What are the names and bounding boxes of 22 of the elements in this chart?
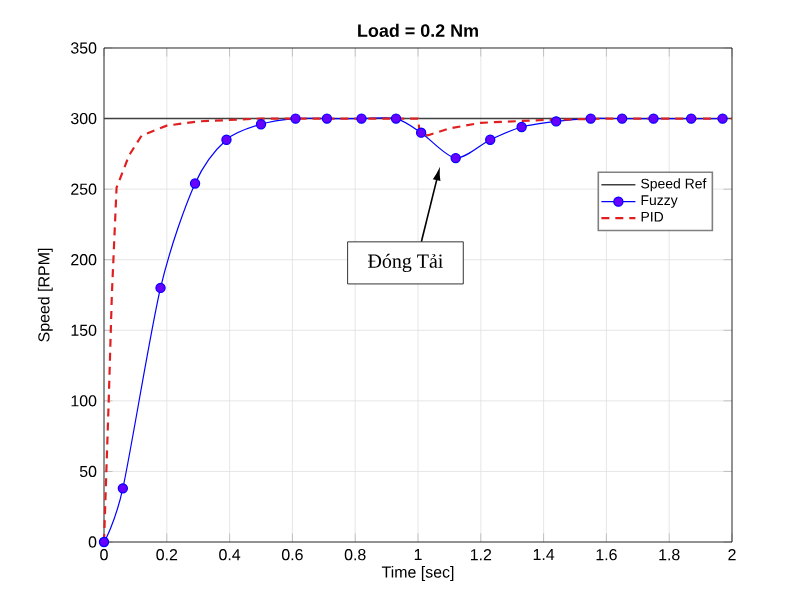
point (255, 119, 267, 130)
point (516, 121, 527, 133)
chart-title: Load = 0.2 Nm (358, 23, 478, 37)
point (390, 113, 402, 124)
point (98, 536, 110, 548)
point (321, 113, 333, 124)
point (155, 282, 166, 294)
point (717, 113, 728, 124)
point (485, 134, 496, 145)
point (450, 152, 461, 164)
point (290, 113, 301, 124)
point (189, 178, 201, 189)
point (550, 116, 562, 127)
point (117, 483, 129, 494)
point (356, 113, 367, 124)
point (648, 113, 659, 124)
point (415, 127, 427, 138)
point (616, 113, 628, 124)
point (585, 113, 596, 124)
point (221, 134, 232, 145)
point (686, 113, 697, 124)
annotation: Đóng Tải (368, 253, 443, 272)
